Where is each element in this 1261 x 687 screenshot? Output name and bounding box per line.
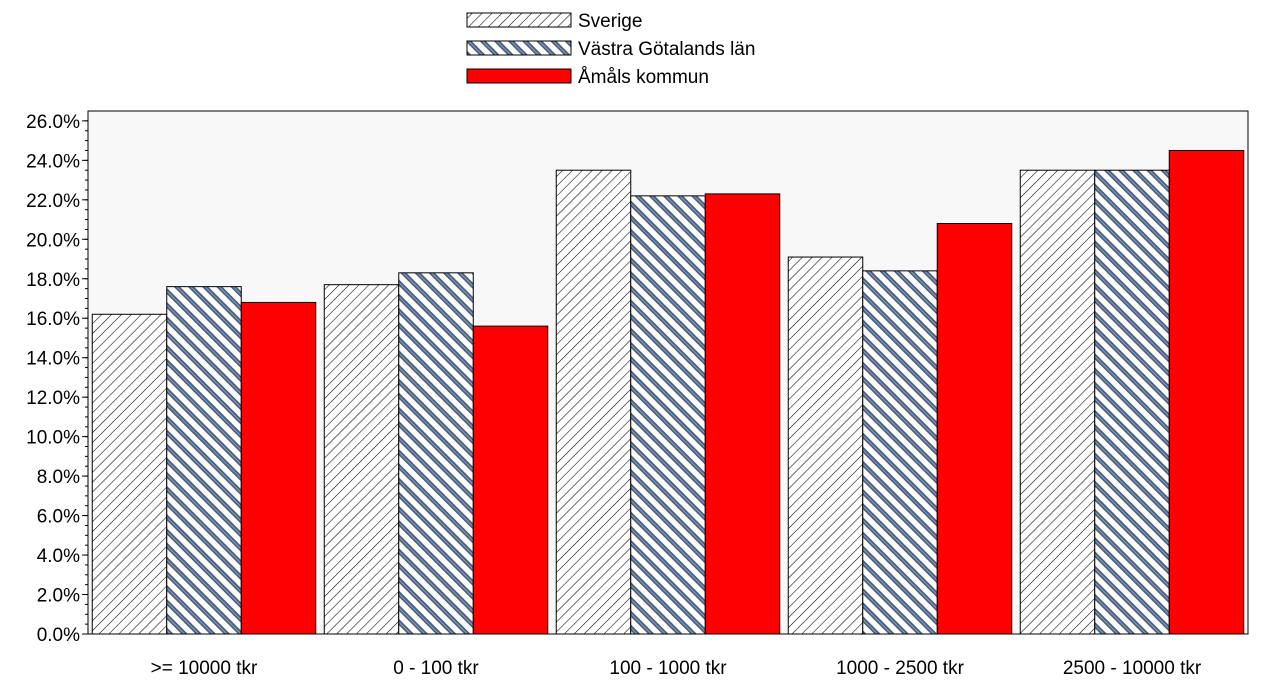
bar <box>91 313 168 635</box>
y-tick-label: 20.0% <box>26 230 80 251</box>
legend-label: Åmåls kommun <box>578 67 709 88</box>
x-tick-label: >= 10000 tkr <box>151 658 258 679</box>
legend-swatch <box>466 68 572 84</box>
y-tick-label: 4.0% <box>37 546 80 567</box>
bar <box>704 193 781 635</box>
x-tick-label: 0 - 100 tkr <box>393 658 479 679</box>
y-tick-label: 22.0% <box>26 191 80 212</box>
x-tick-label: 2500 - 10000 tkr <box>1063 658 1202 679</box>
y-tick-label: 14.0% <box>26 349 80 370</box>
legend: Sverige Västra Götalands län Åmåls kommun <box>466 11 755 88</box>
y-tick-label: 6.0% <box>37 507 80 528</box>
legend-swatch <box>466 12 572 28</box>
bar <box>555 169 632 635</box>
y-tick-label: 0.0% <box>37 625 80 646</box>
x-tick-label: 100 - 1000 tkr <box>609 658 727 679</box>
bar <box>862 270 938 635</box>
bar <box>1094 169 1170 635</box>
bar <box>240 301 317 635</box>
y-tick-label: 16.0% <box>26 309 80 330</box>
bar <box>936 222 1013 635</box>
bar <box>1019 169 1096 635</box>
legend-swatch <box>466 40 572 56</box>
bar <box>630 195 706 635</box>
plot-area: 0.0% 2.0% 4.0% 6.0% 8.0% 10.0% 12.0% 14.0% 16.0%… <box>26 110 1249 679</box>
y-tick-label: 26.0% <box>26 112 80 133</box>
legend-label: Västra Götalands län <box>578 39 755 60</box>
x-tick-label: 1000 - 2500 tkr <box>836 658 964 679</box>
bar <box>1168 149 1245 635</box>
bar <box>398 272 474 635</box>
y-tick-label: 2.0% <box>37 586 80 607</box>
bar <box>787 256 864 635</box>
y-tick-label: 12.0% <box>26 388 80 409</box>
y-tick-label: 24.0% <box>26 151 80 172</box>
bar <box>323 284 400 635</box>
bar <box>166 286 242 635</box>
y-tick-label: 10.0% <box>26 428 80 449</box>
legend-label: Sverige <box>578 11 642 32</box>
y-tick-label: 8.0% <box>37 467 80 488</box>
y-tick-label: 18.0% <box>26 270 80 291</box>
bar <box>472 325 549 635</box>
